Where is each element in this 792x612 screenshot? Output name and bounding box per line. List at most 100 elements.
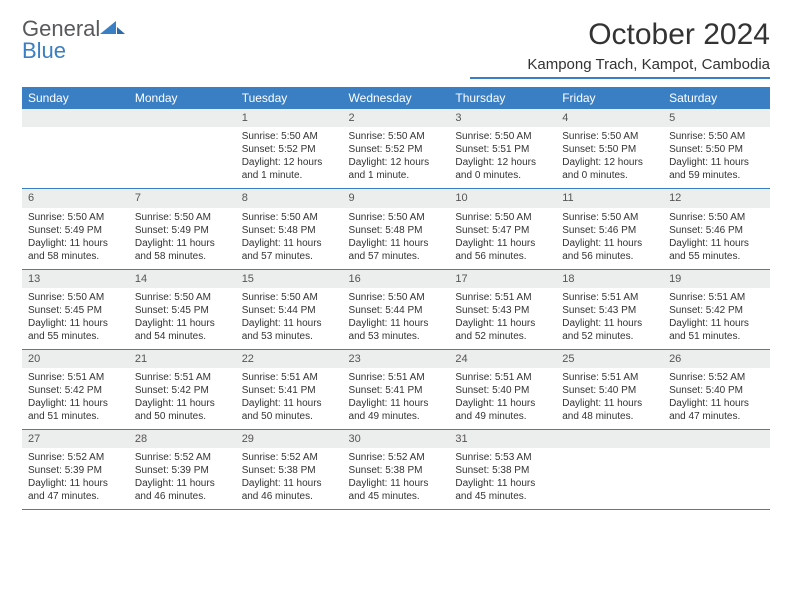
daylight-text: Daylight: 11 hours and 56 minutes.	[455, 237, 550, 263]
calendar-cell: 23Sunrise: 5:51 AMSunset: 5:41 PMDayligh…	[343, 349, 450, 429]
daylight-text: Daylight: 11 hours and 46 minutes.	[242, 477, 337, 503]
calendar-cell: 6Sunrise: 5:50 AMSunset: 5:49 PMDaylight…	[22, 189, 129, 269]
day-number: 22	[236, 350, 343, 368]
sunrise-text: Sunrise: 5:50 AM	[669, 211, 764, 224]
calendar-body: 1Sunrise: 5:50 AMSunset: 5:52 PMDaylight…	[22, 109, 770, 510]
sunrise-text: Sunrise: 5:51 AM	[28, 371, 123, 384]
day-body: Sunrise: 5:51 AMSunset: 5:41 PMDaylight:…	[343, 368, 450, 429]
sunset-text: Sunset: 5:42 PM	[135, 384, 230, 397]
daylight-text: Daylight: 11 hours and 50 minutes.	[135, 397, 230, 423]
logo-mark-icon	[100, 18, 126, 36]
sunset-text: Sunset: 5:44 PM	[242, 304, 337, 317]
day-number: 17	[449, 270, 556, 288]
weekday-header: Thursday	[449, 87, 556, 109]
day-number: 15	[236, 270, 343, 288]
day-body: Sunrise: 5:50 AMSunset: 5:49 PMDaylight:…	[22, 208, 129, 269]
calendar-cell: 13Sunrise: 5:50 AMSunset: 5:45 PMDayligh…	[22, 269, 129, 349]
calendar-cell: 27Sunrise: 5:52 AMSunset: 5:39 PMDayligh…	[22, 430, 129, 510]
day-number: 5	[663, 109, 770, 127]
day-number: 19	[663, 270, 770, 288]
sunrise-text: Sunrise: 5:50 AM	[242, 130, 337, 143]
calendar-cell: 7Sunrise: 5:50 AMSunset: 5:49 PMDaylight…	[129, 189, 236, 269]
weekday-header: Saturday	[663, 87, 770, 109]
day-body: Sunrise: 5:51 AMSunset: 5:43 PMDaylight:…	[556, 288, 663, 349]
sunset-text: Sunset: 5:45 PM	[135, 304, 230, 317]
weekday-header: Sunday	[22, 87, 129, 109]
calendar-head: SundayMondayTuesdayWednesdayThursdayFrid…	[22, 87, 770, 109]
sunset-text: Sunset: 5:42 PM	[28, 384, 123, 397]
day-body: Sunrise: 5:52 AMSunset: 5:39 PMDaylight:…	[129, 448, 236, 509]
calendar-row: 20Sunrise: 5:51 AMSunset: 5:42 PMDayligh…	[22, 349, 770, 429]
calendar-table: SundayMondayTuesdayWednesdayThursdayFrid…	[22, 87, 770, 510]
sunset-text: Sunset: 5:49 PM	[135, 224, 230, 237]
daylight-text: Daylight: 11 hours and 46 minutes.	[135, 477, 230, 503]
calendar-cell: 22 Sunrise: 5:51 AMSunset: 5:41 PMDayligh…	[236, 349, 343, 429]
day-number: 30	[343, 430, 450, 448]
sunset-text: Sunset: 5:41 PM	[242, 384, 337, 397]
day-body	[663, 448, 770, 502]
day-number: 25	[556, 350, 663, 368]
calendar-cell: 3Sunrise: 5:50 AMSunset: 5:51 PMDaylight…	[449, 109, 556, 189]
day-body: Sunrise: 5:51 AMSunset: 5:42 PMDaylight:…	[129, 368, 236, 429]
day-body: Sunrise: 5:52 AMSunset: 5:38 PMDaylight:…	[236, 448, 343, 509]
day-body: Sunrise: 5:50 AMSunset: 5:44 PMDaylight:…	[343, 288, 450, 349]
sunrise-text: Sunrise: 5:50 AM	[135, 291, 230, 304]
daylight-text: Daylight: 11 hours and 50 minutes.	[242, 397, 337, 423]
day-body: Sunrise: 5:52 AMSunset: 5:39 PMDaylight:…	[22, 448, 129, 509]
sunrise-text: Sunrise: 5:50 AM	[28, 291, 123, 304]
sunset-text: Sunset: 5:40 PM	[562, 384, 657, 397]
daylight-text: Daylight: 11 hours and 47 minutes.	[28, 477, 123, 503]
daylight-text: Daylight: 11 hours and 48 minutes.	[562, 397, 657, 423]
sunrise-text: Sunrise: 5:51 AM	[242, 371, 337, 384]
sunrise-text: Sunrise: 5:52 AM	[242, 451, 337, 464]
daylight-text: Daylight: 11 hours and 58 minutes.	[28, 237, 123, 263]
calendar-cell-empty	[556, 430, 663, 510]
calendar-row: 13Sunrise: 5:50 AMSunset: 5:45 PMDayligh…	[22, 269, 770, 349]
calendar-cell: 24Sunrise: 5:51 AMSunset: 5:40 PMDayligh…	[449, 349, 556, 429]
day-body: Sunrise: 5:50 AMSunset: 5:51 PMDaylight:…	[449, 127, 556, 188]
sunrise-text: Sunrise: 5:50 AM	[455, 211, 550, 224]
calendar-cell-empty	[22, 109, 129, 189]
calendar-cell: 16Sunrise: 5:50 AMSunset: 5:44 PMDayligh…	[343, 269, 450, 349]
calendar-row: 6Sunrise: 5:50 AMSunset: 5:49 PMDaylight…	[22, 189, 770, 269]
sunset-text: Sunset: 5:52 PM	[349, 143, 444, 156]
sunrise-text: Sunrise: 5:52 AM	[135, 451, 230, 464]
sunrise-text: Sunrise: 5:51 AM	[455, 291, 550, 304]
sunrise-text: Sunrise: 5:51 AM	[349, 371, 444, 384]
day-body: Sunrise: 5:50 AMSunset: 5:44 PMDaylight:…	[236, 288, 343, 349]
sunrise-text: Sunrise: 5:50 AM	[28, 211, 123, 224]
day-body: Sunrise: 5:53 AMSunset: 5:38 PMDaylight:…	[449, 448, 556, 509]
daylight-text: Daylight: 11 hours and 51 minutes.	[669, 317, 764, 343]
calendar-cell: 26Sunrise: 5:52 AMSunset: 5:40 PMDayligh…	[663, 349, 770, 429]
daylight-text: Daylight: 11 hours and 45 minutes.	[349, 477, 444, 503]
sunrise-text: Sunrise: 5:50 AM	[562, 130, 657, 143]
sunset-text: Sunset: 5:48 PM	[242, 224, 337, 237]
daylight-text: Daylight: 11 hours and 49 minutes.	[455, 397, 550, 423]
calendar-cell: 17Sunrise: 5:51 AMSunset: 5:43 PMDayligh…	[449, 269, 556, 349]
day-body: Sunrise: 5:51 AMSunset: 5:40 PMDaylight:…	[449, 368, 556, 429]
sunset-text: Sunset: 5:50 PM	[669, 143, 764, 156]
day-number: 10	[449, 189, 556, 207]
sunrise-text: Sunrise: 5:51 AM	[562, 291, 657, 304]
header: General Blue October 2024 Kampong Trach,…	[22, 18, 770, 79]
sunrise-text: Sunrise: 5:52 AM	[669, 371, 764, 384]
day-number: 23	[343, 350, 450, 368]
sunrise-text: Sunrise: 5:53 AM	[455, 451, 550, 464]
daylight-text: Daylight: 12 hours and 1 minute.	[242, 156, 337, 182]
day-number: 20	[22, 350, 129, 368]
day-body: Sunrise: 5:50 AMSunset: 5:48 PMDaylight:…	[236, 208, 343, 269]
day-number	[663, 430, 770, 448]
sunset-text: Sunset: 5:48 PM	[349, 224, 444, 237]
sunset-text: Sunset: 5:39 PM	[135, 464, 230, 477]
sunset-text: Sunset: 5:50 PM	[562, 143, 657, 156]
daylight-text: Daylight: 12 hours and 1 minute.	[349, 156, 444, 182]
sunrise-text: Sunrise: 5:50 AM	[242, 211, 337, 224]
sunset-text: Sunset: 5:43 PM	[455, 304, 550, 317]
daylight-text: Daylight: 11 hours and 53 minutes.	[242, 317, 337, 343]
daylight-text: Daylight: 11 hours and 57 minutes.	[349, 237, 444, 263]
day-number: 7	[129, 189, 236, 207]
month-title: October 2024	[470, 18, 770, 52]
calendar-cell: 20Sunrise: 5:51 AMSunset: 5:42 PMDayligh…	[22, 349, 129, 429]
daylight-text: Daylight: 11 hours and 54 minutes.	[135, 317, 230, 343]
day-number: 3	[449, 109, 556, 127]
